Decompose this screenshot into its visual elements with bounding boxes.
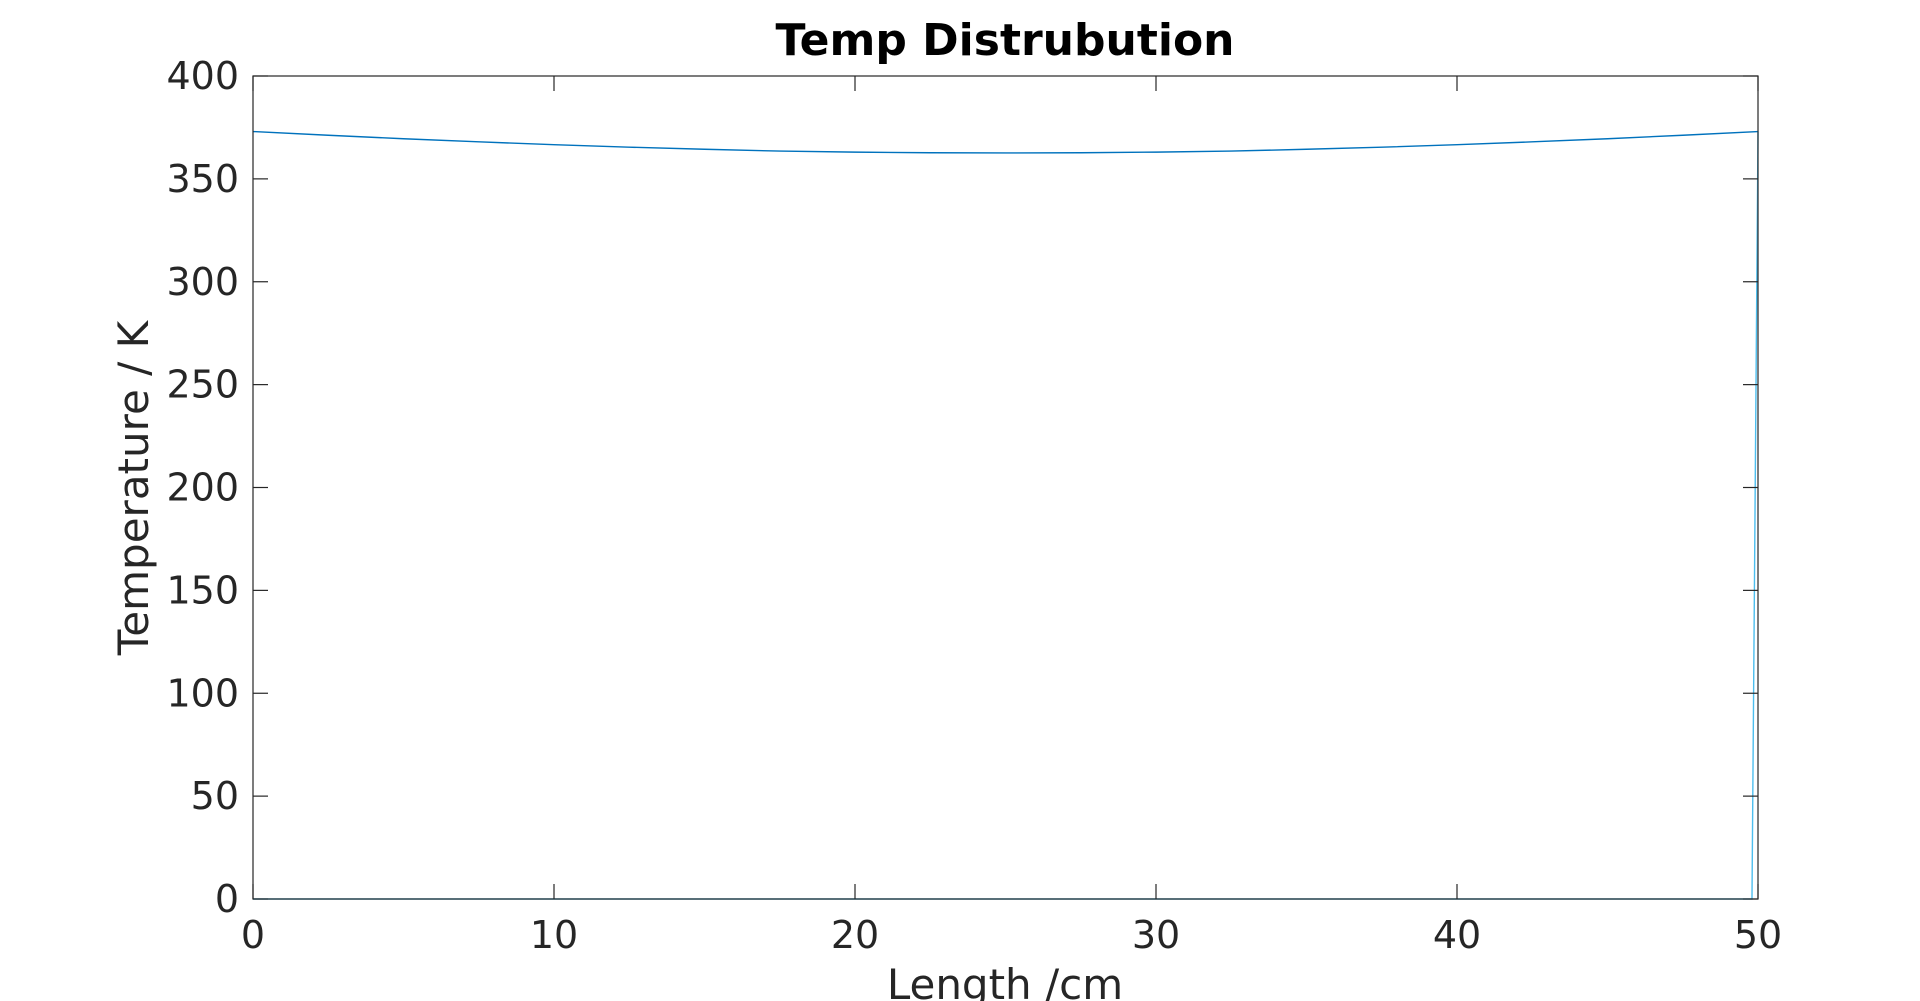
y-tick-label: 400 xyxy=(166,54,239,98)
y-tick-label: 250 xyxy=(166,363,239,407)
plot-background xyxy=(253,76,1758,899)
y-tick-label: 300 xyxy=(166,260,239,304)
x-tick-label: 0 xyxy=(241,913,265,957)
x-tick-label: 40 xyxy=(1433,913,1481,957)
y-axis-ticks: 0 50 100 150 200 250 300 350 400 xyxy=(166,54,1758,921)
x-tick-label: 50 xyxy=(1734,913,1782,957)
x-tick-label: 10 xyxy=(530,913,578,957)
y-tick-label: 100 xyxy=(166,671,239,715)
x-axis-label: Length /cm xyxy=(887,960,1123,1001)
x-tick-label: 30 xyxy=(1132,913,1180,957)
series-line-1 xyxy=(252,130,1759,154)
y-tick-label: 50 xyxy=(191,774,239,818)
x-tick-label: 20 xyxy=(831,913,879,957)
y-tick-label: 150 xyxy=(166,568,239,612)
y-tick-label: 350 xyxy=(166,157,239,201)
y-tick-label: 0 xyxy=(215,877,239,921)
x-axis-ticks: 0 10 20 30 40 50 xyxy=(241,76,1782,957)
chart-title: Temp Distrubution xyxy=(775,15,1234,66)
y-tick-label: 200 xyxy=(166,466,239,510)
y-axis-label: Temperature / K xyxy=(109,319,158,656)
